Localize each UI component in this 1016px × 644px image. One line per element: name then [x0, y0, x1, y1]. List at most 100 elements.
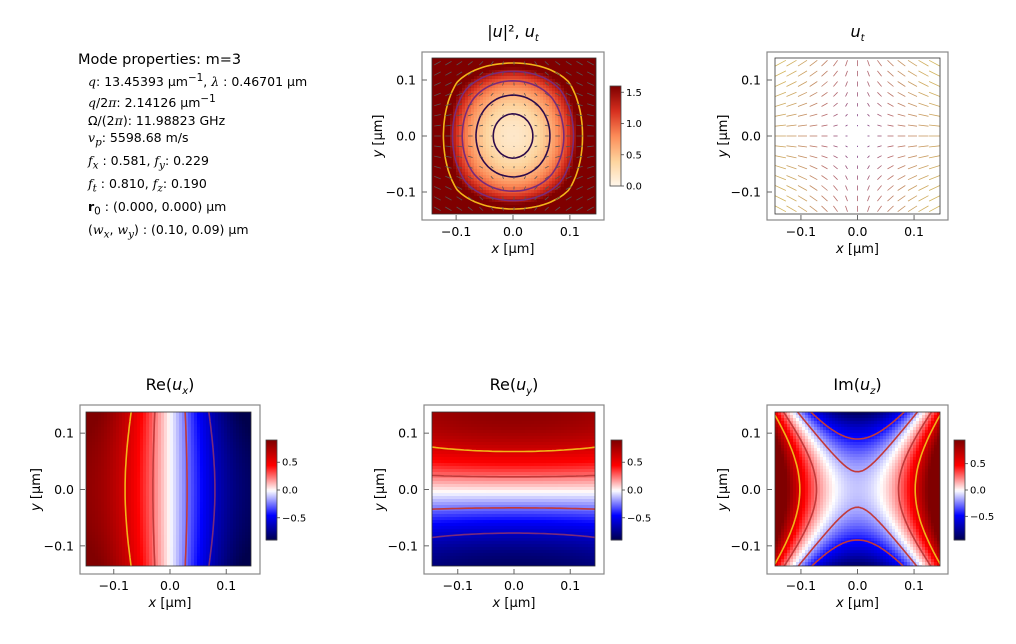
- quiver-arrow: [877, 145, 882, 148]
- quiver-arrow: [907, 165, 918, 170]
- quiver-arrow: [565, 186, 572, 190]
- quiver-arrow: [845, 155, 848, 159]
- quiver-arrow: [833, 102, 838, 107]
- quiver-arrow: [897, 91, 906, 97]
- quiver-arrow: [918, 91, 929, 97]
- quiver-arrow: [821, 113, 828, 117]
- quiver-arrow: [877, 205, 882, 212]
- quiver-arrow: [456, 165, 463, 169]
- quiver-arrow: [534, 82, 538, 86]
- quiver-arrow: [555, 206, 561, 211]
- mode-property-row: q: 13.45393 μm−1, λ : 0.46701 μm: [88, 72, 308, 90]
- quiver-arrow: [907, 175, 918, 181]
- contour-line: [492, 113, 534, 159]
- quiver-arrow: [587, 114, 594, 117]
- quiver-arrow: [821, 102, 828, 107]
- quiver-arrow: [576, 114, 583, 117]
- quiver-arrow: [490, 124, 494, 127]
- quiver-arrow: [887, 175, 894, 181]
- quiver-arrow: [445, 165, 452, 169]
- quiver-arrow: [587, 175, 594, 180]
- quiver-arrow: [456, 124, 463, 127]
- quiver-arrow: [565, 61, 572, 66]
- transverse-image: [775, 59, 940, 213]
- quiver-arrow: [809, 195, 818, 202]
- quiver-arrow: [490, 71, 494, 76]
- quiver-arrow: [523, 165, 526, 169]
- quiver-arrow: [555, 165, 561, 169]
- x-tick-label: 0.1: [560, 224, 580, 239]
- quiver-arrow: [445, 124, 452, 127]
- quiver-arrow: [797, 165, 808, 170]
- quiver-arrow: [845, 145, 848, 148]
- y-axis-label: y [μm]: [716, 115, 731, 159]
- quiver-arrow: [867, 113, 870, 117]
- quiver-arrow: [523, 82, 526, 86]
- quiver-arrow: [490, 176, 494, 180]
- quiver-arrow: [877, 102, 882, 107]
- quiver-arrow: [897, 185, 906, 191]
- panel-title: ut: [850, 22, 865, 44]
- y-tick-label: −0.1: [44, 538, 74, 553]
- colorbar-tick-label: 0.5: [282, 458, 298, 469]
- quiver-arrow: [928, 59, 940, 67]
- quiver-arrow: [434, 92, 441, 97]
- y-tick-label: 0.0: [741, 129, 761, 144]
- quiver-arrow: [809, 175, 818, 181]
- quiver-arrow: [467, 71, 473, 76]
- quiver-arrow: [897, 59, 906, 67]
- quiver-arrow: [786, 102, 797, 107]
- quiver-arrow: [786, 185, 797, 191]
- quiver-arrow: [587, 145, 594, 148]
- quiver-arrow: [479, 114, 484, 117]
- quiver-arrow: [544, 103, 549, 107]
- y-tick-label: 0.1: [741, 426, 761, 441]
- quiver-arrow: [821, 81, 828, 87]
- colorbar-tick-label: 0.5: [627, 458, 643, 469]
- quiver-arrow: [928, 81, 940, 87]
- plot-region: [85, 411, 252, 567]
- quiver-arrow: [877, 92, 882, 97]
- quiver-arrow: [502, 71, 504, 76]
- quiver-arrow: [928, 165, 940, 170]
- quiver-arrow: [479, 175, 484, 180]
- quiver-arrow: [833, 195, 838, 202]
- quiver-arrows: [434, 61, 594, 211]
- im_uz-image: [775, 412, 940, 566]
- quiver-arrow: [479, 103, 484, 107]
- quiver-arrow: [845, 102, 848, 107]
- quiver-arrow: [555, 186, 561, 190]
- quiver-arrow: [918, 124, 929, 127]
- quiver-arrow: [797, 113, 808, 117]
- quiver-arrow: [867, 185, 870, 191]
- quiver-arrow: [587, 186, 594, 190]
- quiver-arrow: [887, 102, 894, 107]
- quiver-arrow: [534, 165, 538, 169]
- quiver-arrow: [555, 175, 561, 180]
- quiver-arrow: [576, 196, 583, 201]
- colorbar: −0.5 0.0 0.5: [953, 439, 994, 541]
- quiver-arrow: [867, 155, 870, 159]
- quiver-arrow: [887, 124, 894, 127]
- quiver-arrow: [928, 102, 940, 107]
- quiver-arrow: [877, 155, 882, 159]
- colorbar: −0.5 0.0 0.5: [610, 439, 651, 541]
- quiver-arrow: [887, 165, 894, 170]
- quiver-arrow: [786, 81, 797, 87]
- quiver-arrow: [867, 195, 870, 202]
- quiver-arrow: [809, 91, 818, 97]
- mode-property-row: q/2π: 2.14126 μm−1: [88, 92, 216, 110]
- quiver-arrow: [907, 195, 918, 202]
- quiver-arrow: [434, 196, 441, 201]
- quiver-arrow: [434, 103, 441, 107]
- quiver-arrow: [809, 185, 818, 191]
- quiver-arrow: [775, 91, 787, 97]
- colorbar-tick-label: −0.5: [970, 512, 994, 523]
- quiver-arrow: [833, 145, 838, 148]
- x-tick-label: 0.1: [560, 578, 580, 593]
- contour-line: [124, 412, 132, 566]
- quiver-arrow: [544, 175, 549, 180]
- quiver-arrow: [502, 176, 504, 180]
- quiver-arrow: [502, 124, 504, 127]
